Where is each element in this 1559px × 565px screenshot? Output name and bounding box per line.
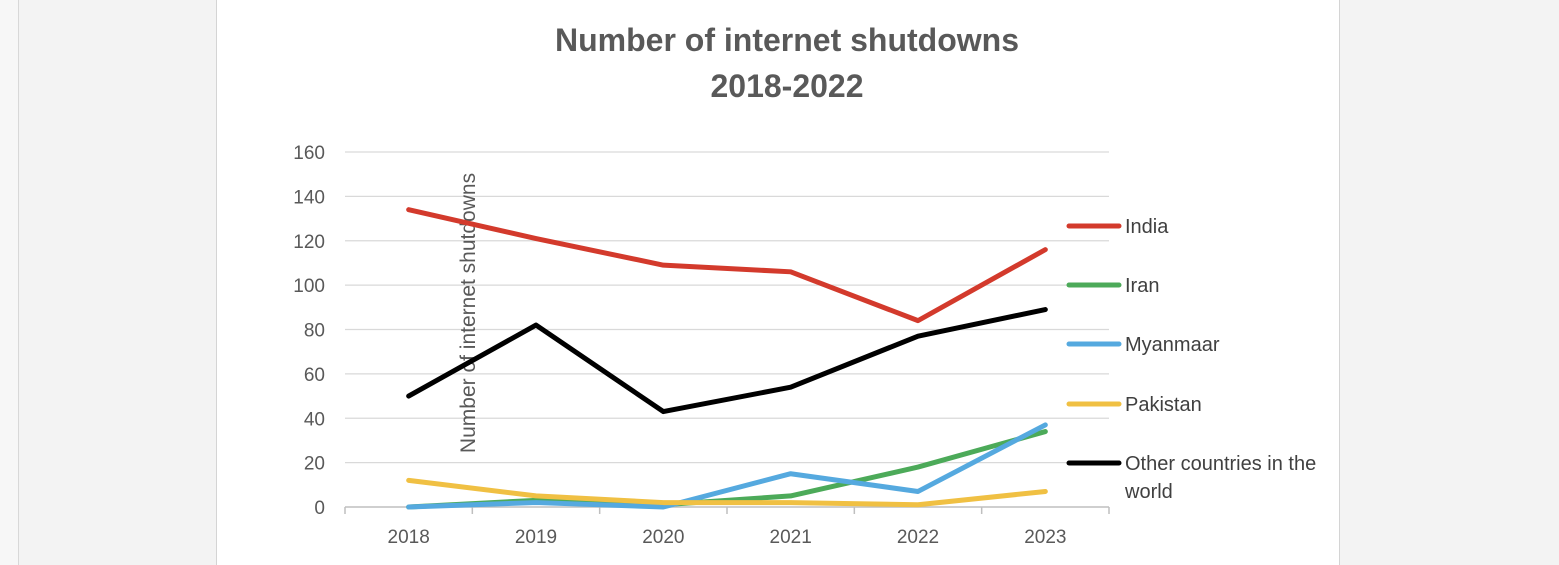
x-tick-label: 2018 xyxy=(388,527,430,548)
series-lines xyxy=(406,207,1048,510)
chart-title-line-2: 2018-2022 xyxy=(710,68,863,104)
legend-label: India xyxy=(1125,216,1169,238)
series-line-myanmaar xyxy=(406,422,1048,510)
series-line-pakistan xyxy=(406,477,1048,508)
x-tick-label: 2019 xyxy=(515,527,557,548)
y-axis-title: Number of internet shutdowns xyxy=(457,173,480,453)
legend-item[interactable]: Myanmaar xyxy=(1066,334,1220,356)
y-axis-tick-labels: 0 20 40 60 80 100 120 140 160 xyxy=(293,143,325,519)
legend-item[interactable]: Other countries in the world xyxy=(1066,453,1316,503)
legend-item[interactable]: India xyxy=(1066,216,1169,238)
x-axis-tick-labels: 2018 2019 2020 2021 2022 2023 xyxy=(388,527,1067,548)
legend-label: Pakistan xyxy=(1125,394,1202,416)
legend-label: Other countries in the world xyxy=(1124,453,1316,503)
x-tick-label: 2022 xyxy=(897,527,939,548)
legend-item[interactable]: Pakistan xyxy=(1066,394,1202,416)
legend-label: Iran xyxy=(1125,275,1159,297)
y-tick-label: 100 xyxy=(293,276,325,297)
series-line-iran xyxy=(406,429,1048,510)
series-line-other-countries-in-the-world xyxy=(406,307,1048,415)
y-tick-label: 0 xyxy=(314,498,325,519)
y-tick-label: 20 xyxy=(304,454,325,475)
gridlines xyxy=(345,151,1109,464)
chart-title-line-1: Number of internet shutdowns xyxy=(555,22,1019,58)
y-tick-label: 140 xyxy=(293,187,325,208)
legend[interactable]: India Iran Myanmaar Pakistan Other countries… xyxy=(1066,216,1316,503)
legend-item[interactable]: Iran xyxy=(1066,275,1159,297)
x-tick-label: 2021 xyxy=(770,527,812,548)
legend-label: Myanmaar xyxy=(1125,334,1220,356)
chart-title: Number of internet shutdowns 2018-2022 xyxy=(555,22,1019,104)
y-tick-label: 40 xyxy=(304,409,325,430)
series-line-india xyxy=(406,207,1048,324)
line-chart[interactable]: Number of internet shutdowns 2018-2022 0… xyxy=(217,0,1339,565)
y-tick-label: 60 xyxy=(304,365,325,386)
y-tick-label: 80 xyxy=(304,321,325,342)
left-ruler xyxy=(0,0,19,565)
x-tick-label: 2020 xyxy=(642,527,684,548)
chart-area[interactable]: Number of internet shutdowns 2018-2022 0… xyxy=(216,0,1340,565)
y-tick-label: 160 xyxy=(293,143,325,164)
x-tick-label: 2023 xyxy=(1024,527,1066,548)
x-axis xyxy=(344,506,1110,514)
y-tick-label: 120 xyxy=(293,232,325,253)
